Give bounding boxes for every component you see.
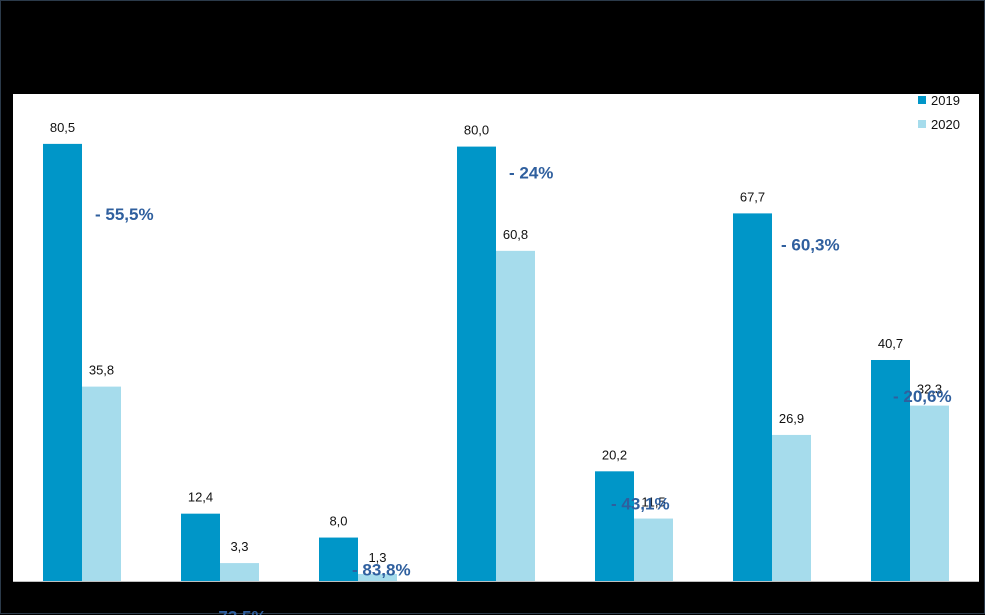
bar-2020-2 (220, 563, 259, 581)
value-label-2019-1: 80,5 (50, 120, 75, 135)
value-label-2020-2: 3,3 (230, 539, 248, 554)
bar-2019-4 (457, 146, 496, 581)
legend-swatch-2020 (918, 120, 926, 128)
legend-label-2019: 2019 (931, 93, 960, 108)
bar-2019-3 (319, 537, 358, 581)
bars-layer (43, 143, 949, 581)
value-label-2019-3: 8,0 (329, 514, 347, 529)
change-label-6: - 60,3% (781, 235, 840, 254)
bar-2020-5 (634, 518, 673, 581)
value-label-2019-7: 40,7 (878, 336, 903, 351)
value-label-2020-3: 1,3 (368, 550, 386, 565)
legend: 2019 2020 (918, 93, 960, 132)
value-label-2019-2: 12,4 (188, 490, 213, 505)
value-label-2020-1: 35,8 (89, 363, 114, 378)
value-label-2019-6: 67,7 (740, 189, 765, 204)
bar-2020-6 (772, 434, 811, 581)
value-label-2019-5: 20,2 (602, 447, 627, 462)
change-label-5: - 43,1% (611, 494, 670, 513)
labels-layer: 80,5 35,8 - 55,5% 12,4 3,3 - 73,5% 8,0 1,3- 83,… (50, 120, 952, 615)
bar-2019-7 (871, 359, 910, 581)
bar-2020-4 (496, 250, 535, 581)
bar-2019-5 (595, 471, 634, 581)
value-label-2020-4: 60,8 (503, 227, 528, 242)
change-label-7: - 20,6% (893, 387, 952, 406)
change-label-1: - 55,5% (95, 205, 154, 224)
bar-2019-1 (43, 143, 82, 581)
legend-swatch-2019 (918, 96, 926, 104)
value-label-2020-5: 11,5 (641, 495, 665, 510)
legend-label-2020: 2020 (931, 117, 960, 132)
value-label-2019-4: 80,0 (464, 123, 489, 138)
change-label-2: - 73,5% (208, 608, 267, 615)
bar-2020-7 (910, 405, 949, 581)
change-label-3: - 83,8% (352, 561, 411, 580)
value-label-2020-7: 32,3 (917, 382, 942, 397)
bar-2019-6 (733, 213, 772, 581)
change-label-4: - 24% (509, 164, 553, 183)
bar-2019-2 (181, 513, 220, 581)
value-label-2020-6: 26,9 (779, 411, 804, 426)
bar-2020-1 (82, 386, 121, 581)
bar-2020-3 (358, 573, 397, 581)
